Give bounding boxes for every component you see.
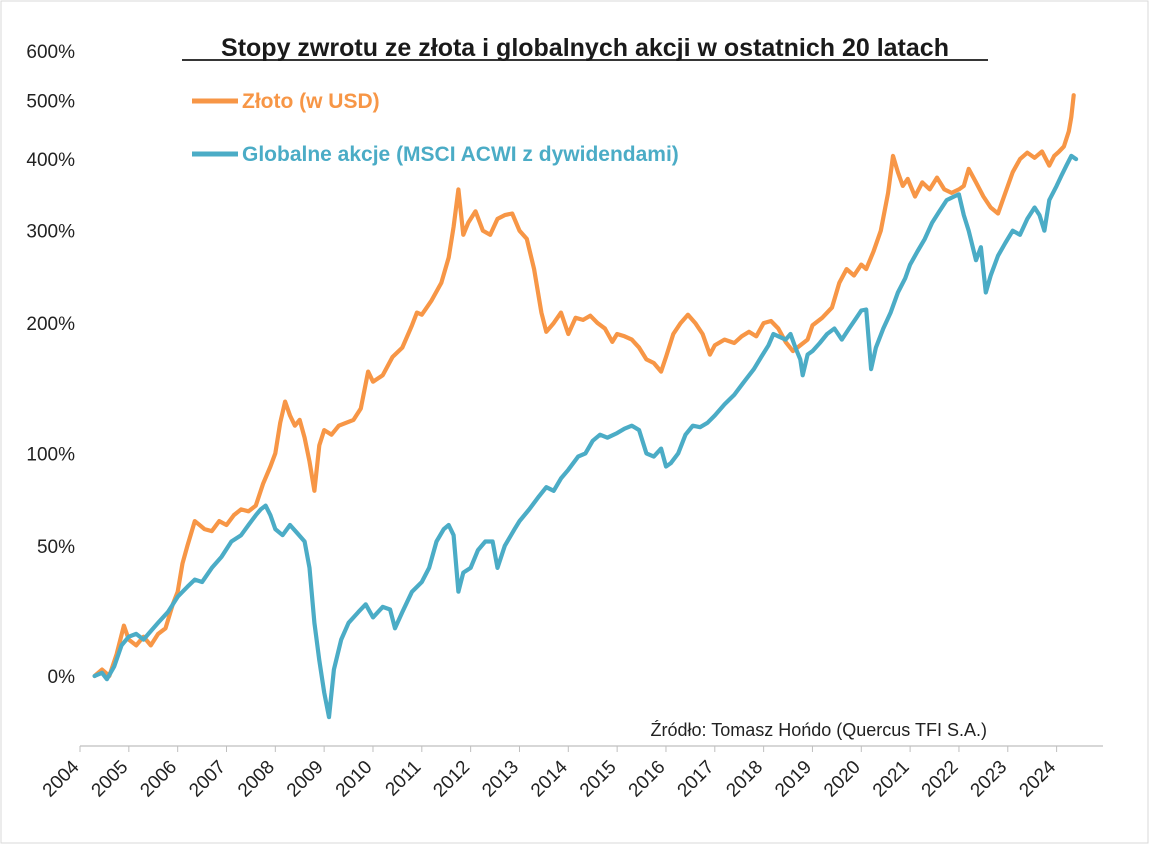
y-tick-label: 500% [26, 92, 75, 113]
legend: Złoto (w USD) Globalne akcje (MSCI ACWI … [192, 90, 679, 166]
series-lines [92, 93, 1079, 720]
chart-title: Stopy zwrotu ze złota i globalnych akcji… [221, 34, 949, 62]
series-line-equities [92, 153, 1079, 720]
y-tick-label: 200% [26, 314, 75, 335]
source-note: Źródło: Tomasz Hońdo (Quercus TFI S.A.) [651, 720, 987, 740]
y-tick-label: 50% [37, 537, 75, 558]
y-axis-ticks: 0% 50% 100% 200% 300% 400% 500% 600% [26, 42, 75, 688]
y-tick-label: 0% [48, 667, 76, 688]
series-line-gold [92, 93, 1076, 679]
legend-label-gold: Złoto (w USD) [242, 90, 380, 113]
legend-label-equities: Globalne akcje (MSCI ACWI z dywidendami) [242, 143, 679, 166]
y-tick-label: 300% [26, 222, 75, 243]
y-tick-label: 600% [26, 42, 75, 63]
y-tick-label: 100% [26, 444, 75, 465]
y-tick-label: 400% [26, 150, 75, 171]
